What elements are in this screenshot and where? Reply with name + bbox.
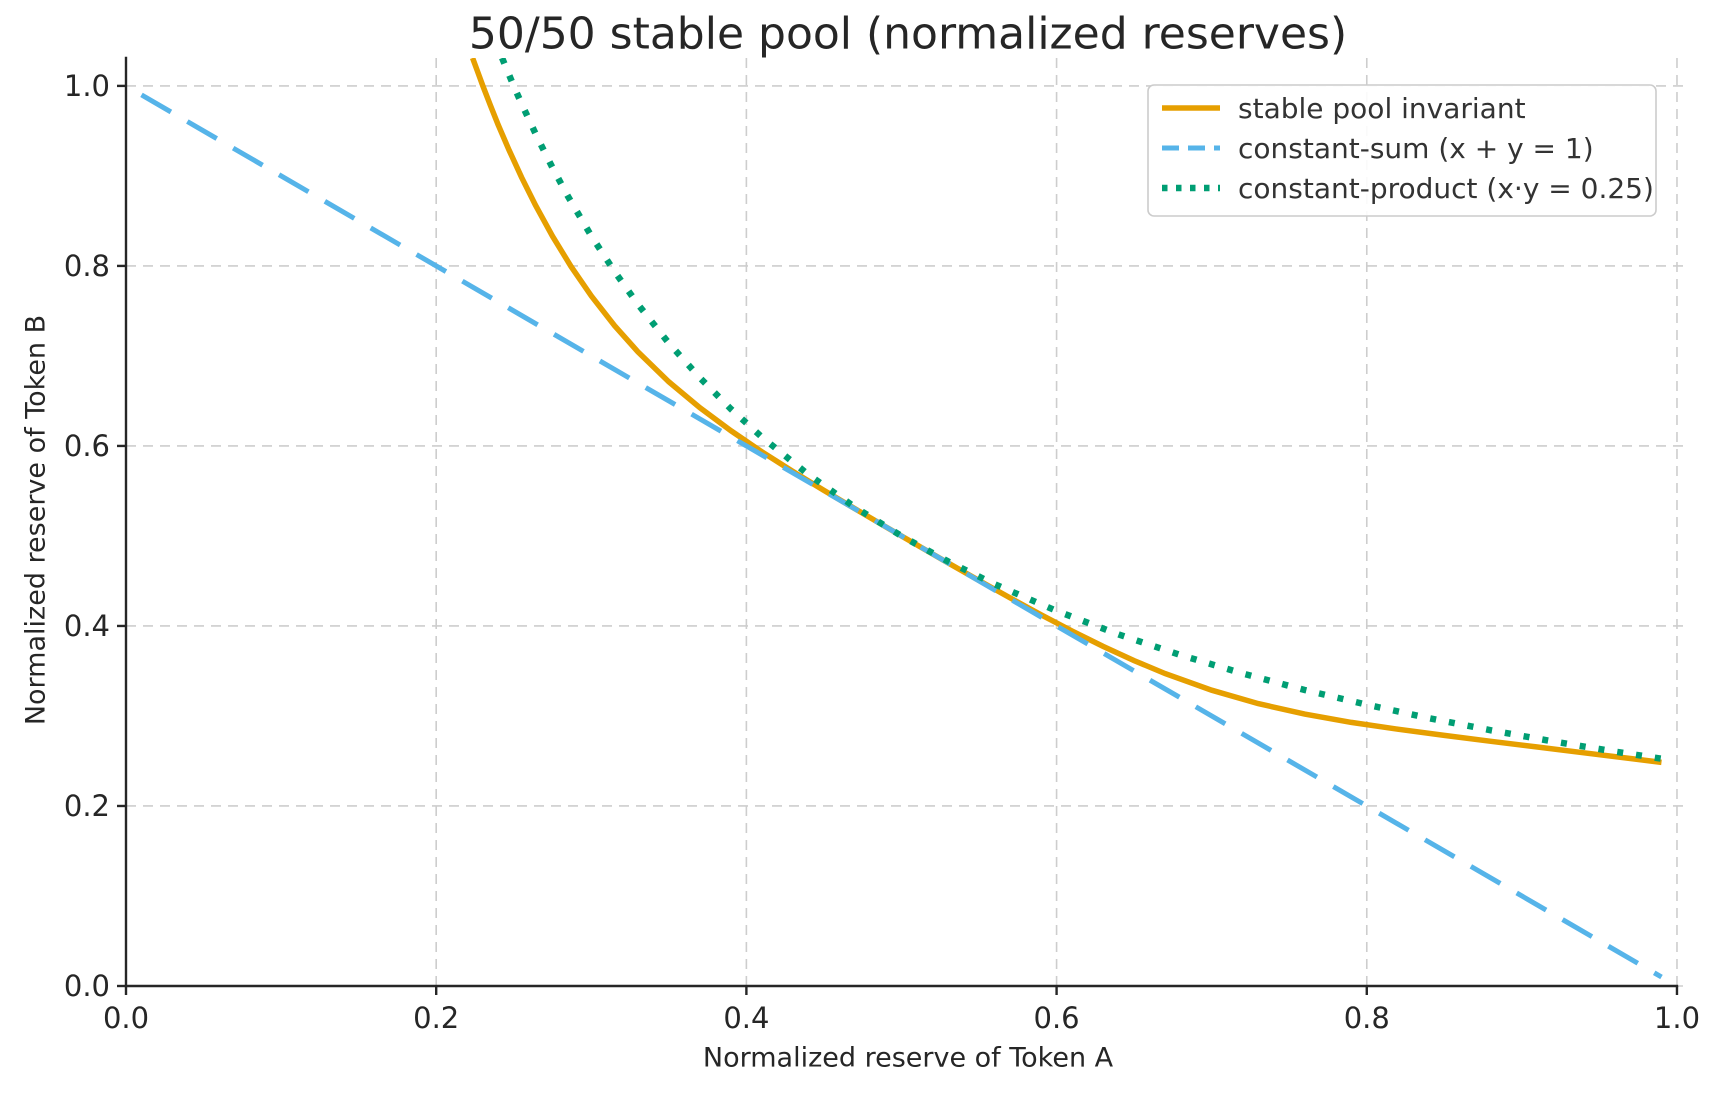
legend-label: constant-sum (x + y = 1) bbox=[1238, 132, 1594, 165]
series-line-2 bbox=[499, 58, 1662, 762]
plot-series bbox=[140, 58, 1663, 980]
x-axis-label: Normalized reserve of Token A bbox=[702, 1042, 1114, 1074]
series-line-1 bbox=[140, 92, 1663, 980]
legend-entry: constant-sum (x + y = 1) bbox=[1162, 132, 1594, 165]
chart-title: 50/50 stable pool (normalized reserves) bbox=[468, 8, 1348, 60]
y-tick-label: 0.6 bbox=[64, 429, 110, 463]
legend-entry: constant-product (x·y = 0.25) bbox=[1162, 172, 1654, 205]
y-tick-label: 0.4 bbox=[64, 609, 110, 643]
axis-tick-labels: 0.0 0.2 0.4 0.6 0.8 1.0 0.0 0.2 0.4 0.6 0.8 1.0 bbox=[64, 69, 1700, 1035]
x-tick-label: 0.4 bbox=[723, 1001, 769, 1035]
y-tick-label: 0.0 bbox=[64, 969, 110, 1003]
x-tick-label: 0.0 bbox=[103, 1001, 149, 1035]
axis-ticks bbox=[117, 84, 1679, 995]
legend-label: constant-product (x·y = 0.25) bbox=[1238, 172, 1654, 205]
legend-label: stable pool invariant bbox=[1238, 92, 1526, 125]
x-tick-label: 0.6 bbox=[1034, 1001, 1080, 1035]
legend-entry: stable pool invariant bbox=[1162, 92, 1526, 125]
legend: stable pool invariant constant-sum (x + y… bbox=[1147, 84, 1657, 217]
x-tick-label: 1.0 bbox=[1654, 1001, 1700, 1035]
y-tick-label: 1.0 bbox=[64, 69, 110, 103]
axes-spines bbox=[124, 56, 1679, 988]
y-tick-label: 0.8 bbox=[64, 249, 110, 283]
legend-box bbox=[1147, 84, 1657, 217]
x-tick-label: 0.8 bbox=[1344, 1001, 1390, 1035]
y-tick-label: 0.2 bbox=[64, 789, 110, 823]
x-tick-label: 0.2 bbox=[413, 1001, 459, 1035]
